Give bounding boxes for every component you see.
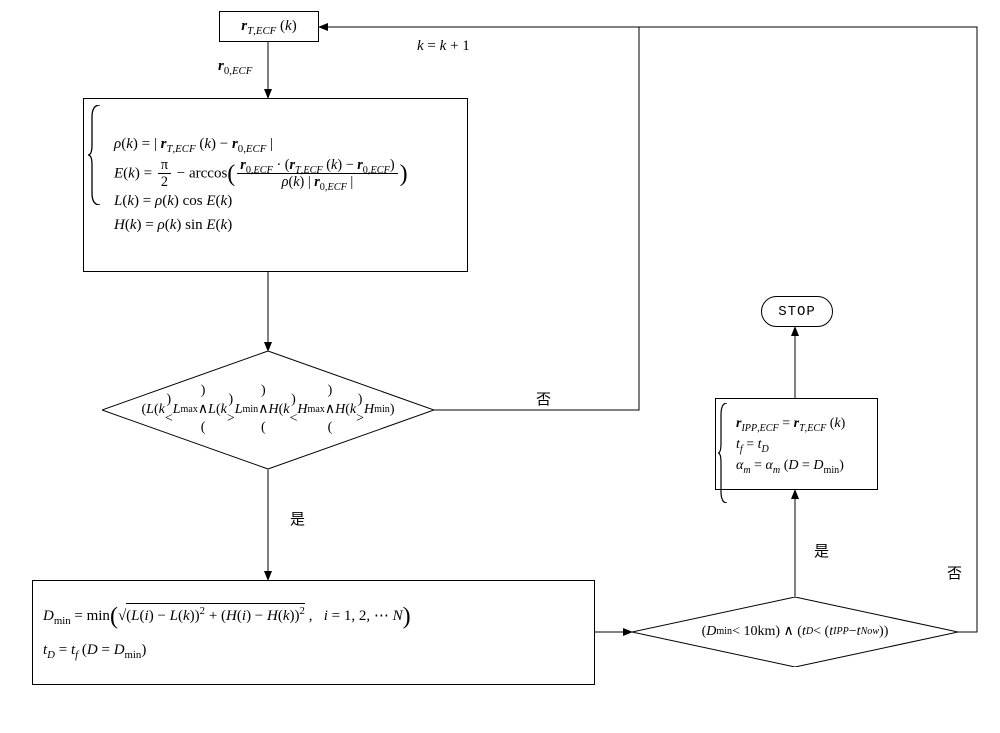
assign-line-3: αm = αm (D = Dmin) — [736, 455, 845, 476]
label-kplus1: k = k + 1 — [417, 38, 470, 55]
brace-icon — [88, 105, 102, 205]
node-cond1: (L(k) < Lmax) ∧ (L(k) > Lmin) ∧(H(k) < H… — [102, 351, 434, 469]
label-yes2: 是 — [814, 540, 829, 561]
calc-line-4: H(k) = ρ(k) sin E(k) — [114, 214, 408, 237]
node-stop: STOP — [761, 296, 833, 327]
node-dmin: Dmin = min(√(L(i) − L(k))2 + (H(i) − H(k… — [32, 580, 595, 685]
calc-line-2: E(k) = π2 − arccos(r0,ECF · (rT,ECF (k) … — [114, 157, 408, 191]
node-assign: rIPP,ECF = rT,ECF (k) tf = tD αm = αm (D… — [715, 398, 878, 490]
assign-line-1: rIPP,ECF = rT,ECF (k) — [736, 413, 845, 434]
label-no2: 否 — [947, 562, 962, 583]
flowchart-canvas: rT,ECF (k) r0,ECF k = k + 1 ρ(k) = | rT,… — [0, 0, 1000, 733]
stop-label: STOP — [778, 304, 816, 320]
node-cond2: (Dmin < 10km) ∧ (tD < (tIPP − tNow)) — [632, 597, 958, 667]
dmin-line-1: Dmin = min(√(L(i) − L(k))2 + (H(i) − H(k… — [43, 603, 584, 628]
calc-line-3: L(k) = ρ(k) cos E(k) — [114, 190, 408, 213]
assign-line-2: tf = tD — [736, 434, 845, 455]
label-no1: 否 — [536, 388, 551, 409]
cond1-label: (L(k) < Lmax) ∧ (L(k) > Lmin) ∧(H(k) < H… — [102, 351, 434, 469]
dmin-line-2: tD = tf (D = Dmin) — [43, 639, 584, 662]
label-yes1: 是 — [290, 508, 305, 529]
calc-lines: ρ(k) = | rT,ECF (k) − r0,ECF | E(k) = π2… — [114, 133, 408, 237]
label-r0ecf: r0,ECF — [218, 58, 252, 75]
brace-icon — [718, 403, 728, 503]
edge-cond2-no — [639, 27, 977, 632]
node-top-label: rT,ECF (k) — [241, 18, 296, 35]
node-top-rtecf: rT,ECF (k) — [219, 11, 319, 42]
cond2-label: (Dmin < 10km) ∧ (tD < (tIPP − tNow)) — [632, 597, 958, 667]
node-calc-box: ρ(k) = | rT,ECF (k) − r0,ECF | E(k) = π2… — [83, 98, 468, 272]
assign-lines: rIPP,ECF = rT,ECF (k) tf = tD αm = αm (D… — [736, 413, 845, 476]
dmin-lines: Dmin = min(√(L(i) − L(k))2 + (H(i) − H(k… — [43, 603, 584, 662]
calc-line-1: ρ(k) = | rT,ECF (k) − r0,ECF | — [114, 133, 408, 156]
